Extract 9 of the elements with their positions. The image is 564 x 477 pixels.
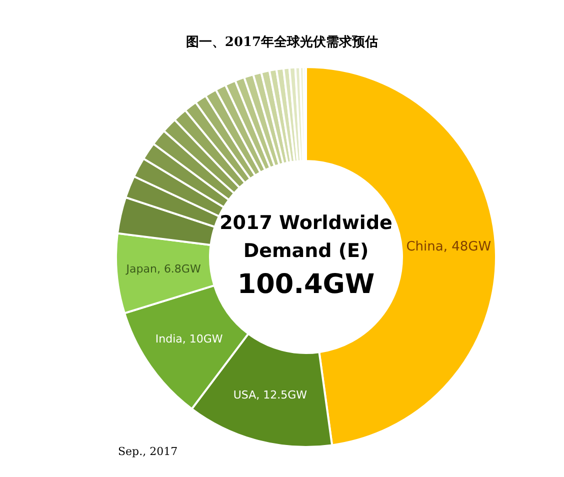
text: Sep., 2017 xyxy=(118,445,178,458)
text: 2017 Worldwide xyxy=(220,212,392,234)
chart-title: 图一、2017年全球光伏需求预估 xyxy=(186,34,378,50)
text: Demand (E) xyxy=(243,240,369,262)
text: 100.4GW xyxy=(237,269,375,300)
slice-label: China, 48GW xyxy=(406,240,492,255)
slice-label: India, 10GW xyxy=(155,332,223,346)
slice-label: USA, 12.5GW xyxy=(233,388,308,402)
slice-label: Japan, 6.8GW xyxy=(125,262,201,276)
